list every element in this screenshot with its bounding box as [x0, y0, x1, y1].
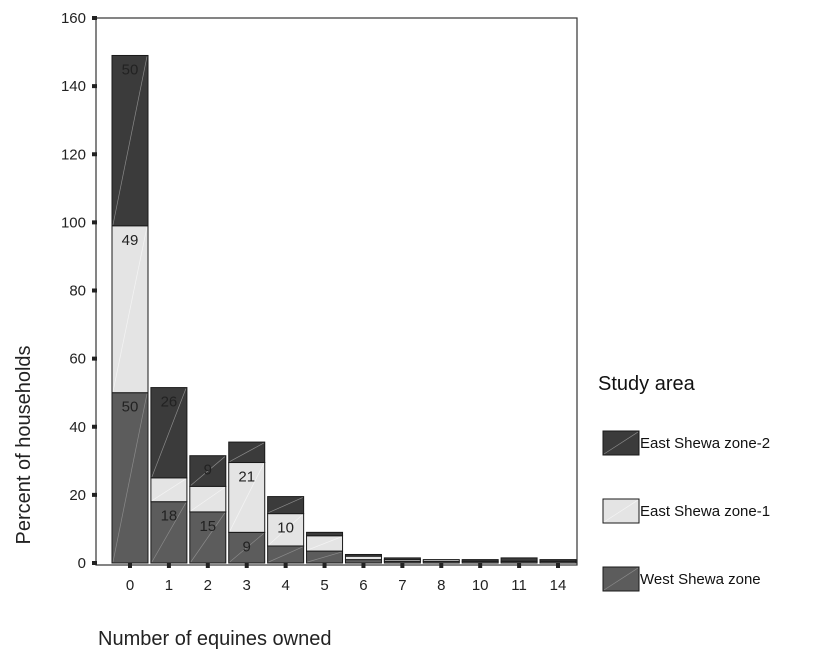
x-axis-title: Number of equines owned	[98, 628, 331, 650]
x-tick-label: 7	[398, 577, 406, 594]
bar-segment	[344, 559, 382, 564]
y-tick-label: 140	[61, 78, 86, 95]
data-label: 18	[161, 508, 178, 525]
x-tick-label: 14	[550, 577, 567, 594]
y-tick-label: 120	[61, 146, 86, 163]
x-tick-mark	[283, 563, 288, 568]
y-tick-label: 100	[61, 214, 86, 231]
x-axis: 0 1 2 3 4 5 6 7 8 10 11 14	[126, 563, 567, 594]
bar-hatch-line	[229, 463, 265, 532]
x-tick-mark	[205, 563, 210, 568]
bar-hatch-line	[112, 393, 148, 563]
y-tick-mark	[92, 220, 97, 225]
x-tick-label: 0	[126, 577, 134, 594]
bar-hatch-line	[112, 226, 148, 392]
data-label: 21	[238, 469, 255, 486]
bar-segment	[500, 557, 538, 562]
bars-group: 50 49 50 18 26 15 9 9 21 10	[111, 54, 577, 564]
y-tick-label: 80	[69, 283, 86, 300]
data-label: 10	[277, 520, 294, 537]
legend-swatch-hatch	[603, 567, 639, 591]
x-tick-label: 1	[165, 577, 173, 594]
y-tick-label: 160	[61, 10, 86, 27]
bar-hatch-line	[190, 487, 226, 512]
bar-hatch-line	[229, 533, 264, 563]
bar-hatch-line	[190, 512, 226, 563]
y-tick-label: 0	[78, 555, 86, 572]
x-tick-mark	[166, 563, 171, 568]
x-tick-mark	[478, 563, 483, 568]
bar-segment	[422, 559, 460, 562]
bar-hatch-line	[307, 536, 342, 551]
legend-swatch-hatch	[603, 431, 639, 455]
x-tick-mark	[400, 563, 405, 568]
bar-hatch-line	[307, 551, 342, 563]
data-label: 50	[122, 61, 139, 78]
y-tick-mark	[92, 561, 97, 565]
x-tick-label: 8	[437, 577, 445, 594]
y-tick-mark	[92, 356, 97, 361]
y-tick-label: 60	[69, 351, 86, 368]
bar-hatch-line	[268, 497, 303, 513]
y-tick-mark	[92, 84, 97, 89]
data-label: 50	[122, 399, 139, 416]
x-tick-label: 10	[472, 577, 489, 594]
data-label: 49	[122, 232, 139, 249]
y-tick-mark	[92, 152, 97, 157]
legend-label: West Shewa zone	[640, 571, 761, 588]
bar-segment	[539, 559, 577, 562]
y-axis-title: Percent of households	[13, 345, 35, 544]
x-tick-mark	[361, 563, 366, 568]
legend-label: East Shewa zone-1	[640, 503, 770, 520]
y-tick-mark	[92, 16, 97, 20]
bar-hatch-line	[268, 514, 303, 546]
legend: Study area East Shewa zone-2 East Shewa z…	[598, 373, 770, 592]
legend-swatch-hatch	[603, 499, 639, 523]
x-tick-mark	[556, 563, 560, 568]
x-tick-mark	[439, 563, 444, 568]
y-tick-label: 20	[69, 487, 86, 504]
x-tick-mark	[128, 563, 132, 568]
x-tick-mark	[322, 563, 327, 568]
data-label: 15	[199, 518, 216, 535]
bar-segment	[344, 555, 382, 561]
data-label: 9	[204, 462, 212, 479]
data-label: 26	[161, 394, 178, 411]
bar-hatch-line	[190, 456, 226, 486]
bar-hatch-line	[229, 442, 264, 462]
y-tick-mark	[92, 424, 97, 429]
x-tick-label: 2	[204, 577, 212, 594]
x-tick-label: 11	[511, 577, 527, 594]
bar-hatch-line	[112, 56, 148, 225]
bar-segment	[383, 557, 421, 561]
bar-segment	[461, 559, 499, 562]
legend-label: East Shewa zone-2	[640, 435, 770, 452]
y-tick-mark	[92, 492, 97, 497]
bar-hatch-line	[151, 478, 187, 501]
y-tick-label: 40	[69, 419, 86, 436]
y-axis: 0 20 40 60 80 100 120 140 160	[61, 10, 97, 572]
bar-segment	[344, 553, 382, 557]
bar-segment	[306, 531, 344, 537]
bar-hatch-line	[268, 546, 303, 563]
x-tick-label: 4	[281, 577, 289, 594]
x-tick-mark	[244, 563, 249, 568]
bar-hatch-line	[151, 388, 187, 477]
x-tick-label: 6	[359, 577, 367, 594]
y-tick-mark	[92, 288, 97, 293]
legend-title: Study area	[598, 373, 696, 395]
data-label: 9	[243, 538, 251, 555]
x-tick-label: 3	[243, 577, 251, 594]
bar-hatch-line	[151, 502, 187, 563]
x-tick-label: 5	[320, 577, 328, 594]
x-tick-mark	[517, 563, 522, 568]
